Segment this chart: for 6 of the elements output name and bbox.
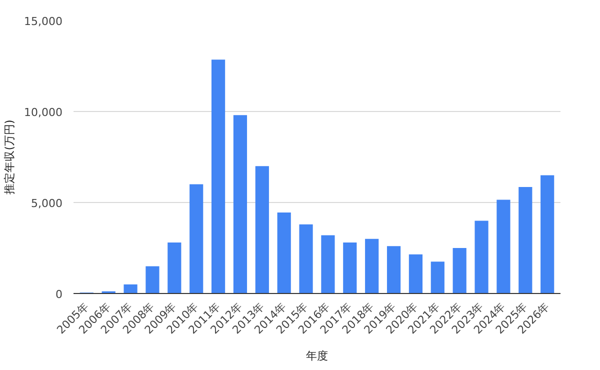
- y-tick-label: 5,000: [31, 197, 63, 210]
- y-tick-label: 15,000: [24, 15, 63, 28]
- y-tick-label: 10,000: [24, 106, 63, 119]
- y-tick-label: 0: [56, 288, 62, 301]
- x-axis-title: 年度: [306, 349, 328, 362]
- y-axis-title: 推定年収(万円): [3, 120, 16, 194]
